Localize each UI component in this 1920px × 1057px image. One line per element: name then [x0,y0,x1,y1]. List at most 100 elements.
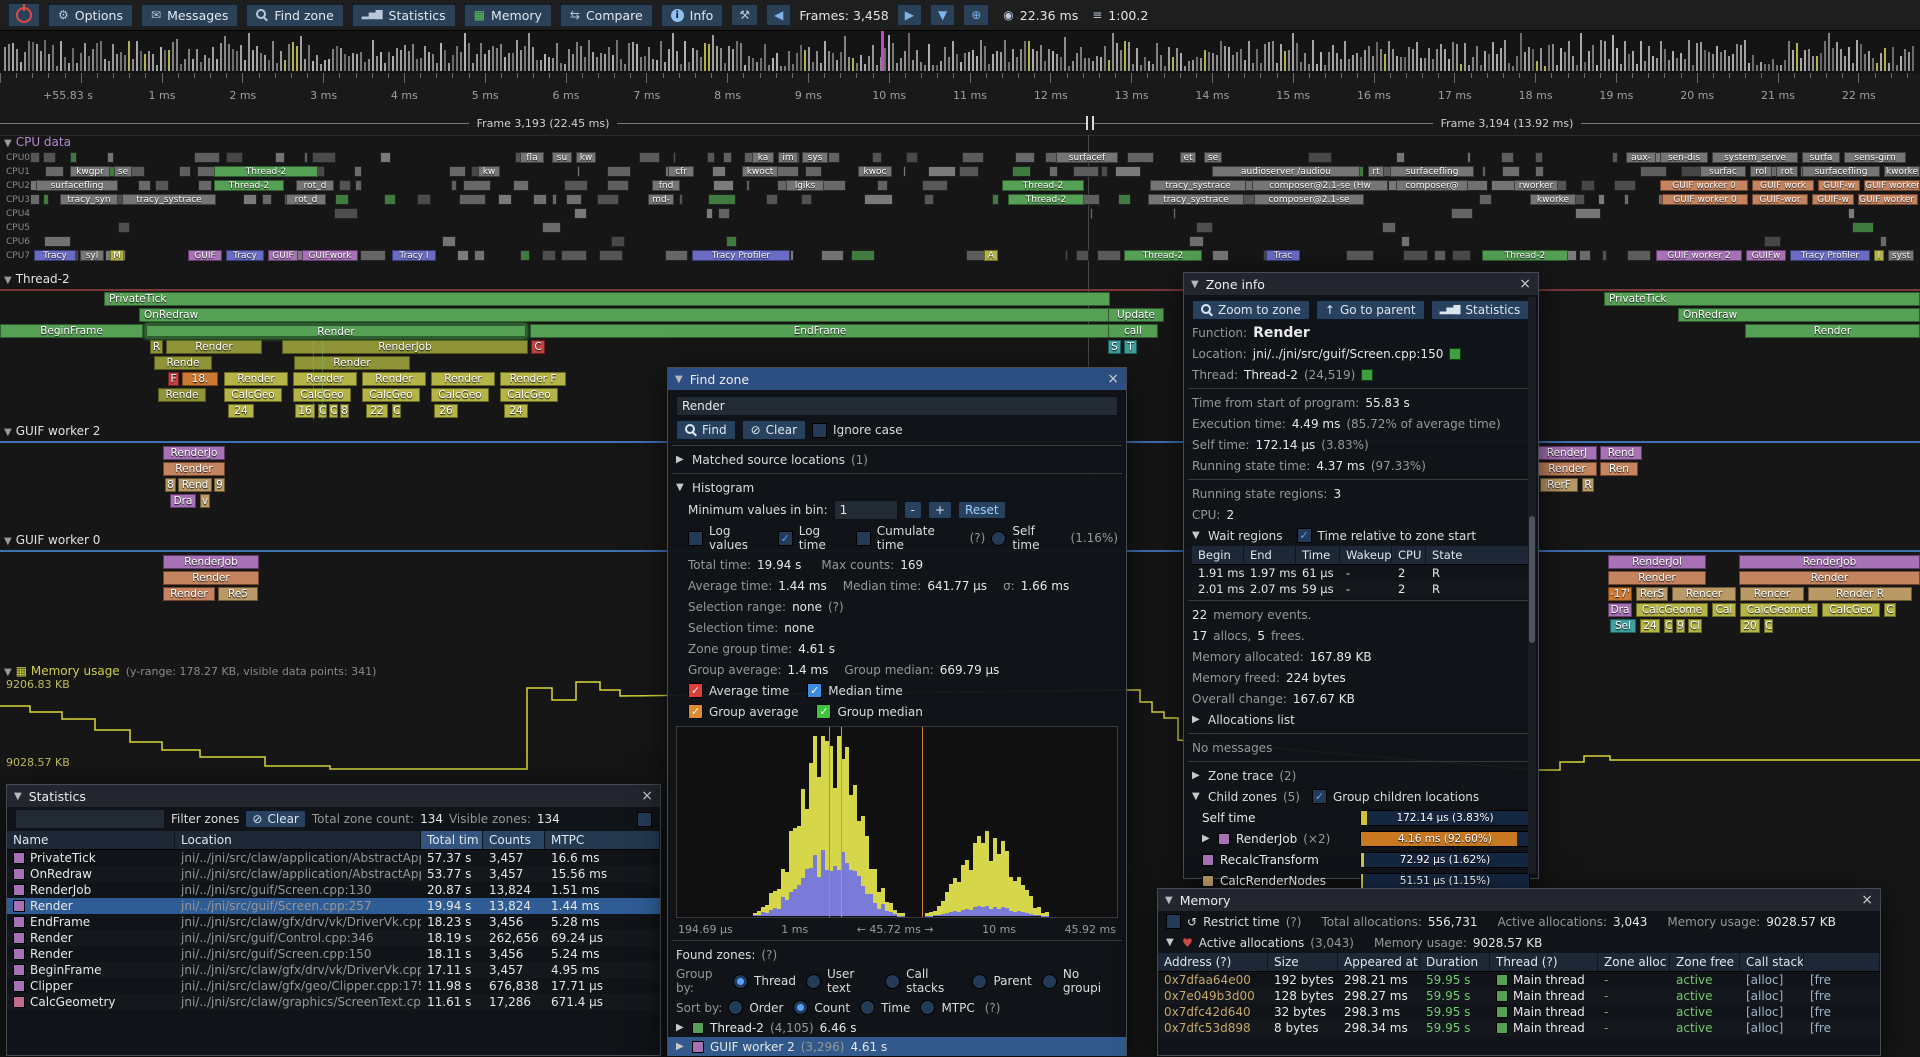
timeline-zone[interactable]: R [150,340,163,354]
group-by-radio[interactable] [972,974,987,989]
thread-color-box[interactable] [1361,369,1373,381]
wait-region-row[interactable]: 1.91 ms1.97 ms61 µs-2R [1192,565,1530,581]
cpu-zone[interactable]: composer@2.1-se (Hw [1252,180,1388,191]
column-header[interactable]: Location [175,831,421,849]
cpu-zone[interactable]: rworker [1514,180,1558,191]
timeline-zone[interactable]: Rencer [1740,587,1804,601]
cpu-zone[interactable]: system_serve [1712,152,1798,163]
column-header[interactable]: State [1426,546,1530,564]
timeline-zone[interactable]: Render [294,356,410,370]
allocation-row[interactable]: 0x7dfc42d64032 bytes298.3 ms59.95 sMain … [1158,1004,1880,1020]
cpu-zone[interactable]: Thread-2 [214,180,284,191]
collapse-icon[interactable]: ▼ [4,536,12,547]
min-bin-input[interactable] [834,500,898,520]
tree-arrow-icon[interactable]: ▶ [676,1022,686,1033]
statistics-button[interactable]: ▂▅▇Statistics [1431,300,1530,320]
tree-arrow-icon[interactable]: ▶ [676,1041,686,1052]
timeline-zone[interactable]: 18. [182,372,218,386]
column-header[interactable]: Size [1268,953,1338,971]
timeline-zone[interactable]: CalcGeo [224,388,282,402]
close-icon[interactable]: × [641,789,653,803]
timeline-zone[interactable]: PrivateTick [104,292,1110,306]
collapse-icon[interactable]: ▼ [1191,279,1199,290]
log-time-checkbox[interactable] [778,531,793,546]
cpu-zone[interactable]: surfac [1700,166,1746,177]
timeline-zone[interactable]: 24 [1640,619,1660,633]
group-by-radio[interactable] [1042,974,1057,989]
timeline-zone[interactable]: Render [163,462,225,476]
cpu-zone[interactable]: aux- [1626,152,1656,163]
timeline-zone[interactable]: PrivateTick [1604,292,1920,306]
column-header[interactable]: Name [7,831,175,849]
timeline-zone[interactable]: R [1582,478,1594,492]
cpu-zone[interactable]: composer@ [1396,180,1468,191]
timeline-zone[interactable]: Update [1108,308,1164,322]
cpu-zone[interactable]: I [1874,250,1884,261]
cpu-zone[interactable]: se [1204,152,1222,163]
search-input[interactable] [676,396,1118,416]
timeline-zone[interactable]: RenderJo [163,446,225,460]
cpu-zone[interactable]: rol [1750,166,1772,177]
cpu-zone[interactable]: rt [1368,166,1384,177]
timeline-zone[interactable]: -17' [1608,587,1632,601]
cpu-zone[interactable]: Tracy [226,250,264,261]
table-row[interactable]: Clipperjni/../jni/src/claw/gfx/geo/Clipp… [7,978,660,994]
find-button[interactable]: Find [676,420,736,440]
close-icon[interactable]: × [1107,372,1119,386]
tree-arrow-icon[interactable]: ▼ [1192,530,1202,541]
sort-by-radio[interactable] [793,1000,808,1015]
cpu-zone[interactable]: kw [478,166,500,177]
timeline-zone[interactable]: Render [163,587,215,601]
cpu-zone[interactable]: kworke [1884,166,1920,177]
cpu-zone[interactable]: Tracy [34,250,76,261]
cpu-zone[interactable]: Thread-2 [1008,194,1084,205]
timeline-zone[interactable]: CalcGeo [500,388,558,402]
timeline-zone[interactable]: Cal [1712,603,1736,617]
timeline-zone[interactable]: CalcGeo [362,388,420,402]
timeline-zone[interactable]: Render [1745,324,1920,338]
timeline-zone[interactable]: Render F [500,372,566,386]
timeline-zone[interactable]: 8 [165,478,176,492]
cpu-data-header[interactable]: ▼CPU data [4,135,71,149]
table-row[interactable]: Renderjni/../jni/src/guif/Screen.cpp:257… [7,898,660,914]
cpu-zone[interactable]: Trac [1266,250,1300,261]
cpu-zone[interactable]: GUIF-w [1812,194,1854,205]
close-icon[interactable]: × [1861,893,1873,907]
time-relative-checkbox[interactable] [1297,528,1312,543]
cpu-zone[interactable]: lgiks [786,180,824,191]
scrollbar[interactable] [1528,297,1536,874]
column-header[interactable]: Zone alloc [1598,953,1670,971]
group-by-radio[interactable] [806,974,821,989]
min-bin-increase-button[interactable]: + [928,501,952,519]
collapse-icon[interactable]: ▼ [14,791,22,802]
column-header[interactable]: Appeared at [1338,953,1420,971]
timeline-zone[interactable]: C [531,340,545,354]
sort-by-radio[interactable] [860,1000,875,1015]
cpu-zone[interactable]: GUIF-wor [1752,194,1808,205]
cpu-zone[interactable]: im [778,152,798,163]
cpu-zone[interactable]: GUIF worker 4 [1864,180,1920,191]
cpu-zone[interactable]: su [552,152,572,163]
timeline-zone[interactable]: S [1108,340,1121,354]
legend-checkbox[interactable] [816,704,831,719]
group-children-checkbox[interactable] [1312,789,1327,804]
cpu-zone[interactable]: md- [648,194,674,205]
table-row[interactable]: Renderjni/../jni/src/guif/Screen.cpp:150… [7,946,660,962]
cpu-zone[interactable]: GUIF worker 0 [1660,180,1748,191]
timeline-zone[interactable]: Dra [1608,603,1632,617]
cpu-zone[interactable]: Thread-2 [214,166,318,177]
timeline-zone[interactable]: 8 [340,404,349,418]
timeline-zone[interactable]: Render R [1808,587,1912,601]
timeline-zone[interactable]: RenderJob [163,555,259,569]
thread-header[interactable]: ▼GUIF worker 2 [4,424,100,438]
cpu-zone[interactable]: A [984,250,998,261]
clear-button[interactable]: ⊘Clear [742,420,806,440]
cpu-zone[interactable]: GUIF [268,250,298,261]
cpu-zone[interactable]: GUIFw [1746,250,1786,261]
cpu-zone[interactable]: ka [752,152,774,163]
timeline-zone[interactable]: Render [1739,571,1920,585]
timeline-zone[interactable]: Render [145,324,527,338]
cpu-zone[interactable]: surfacefling [36,180,118,191]
timeline-zone[interactable]: F [168,372,179,386]
cpu-zone[interactable]: surfacef [1056,152,1118,163]
